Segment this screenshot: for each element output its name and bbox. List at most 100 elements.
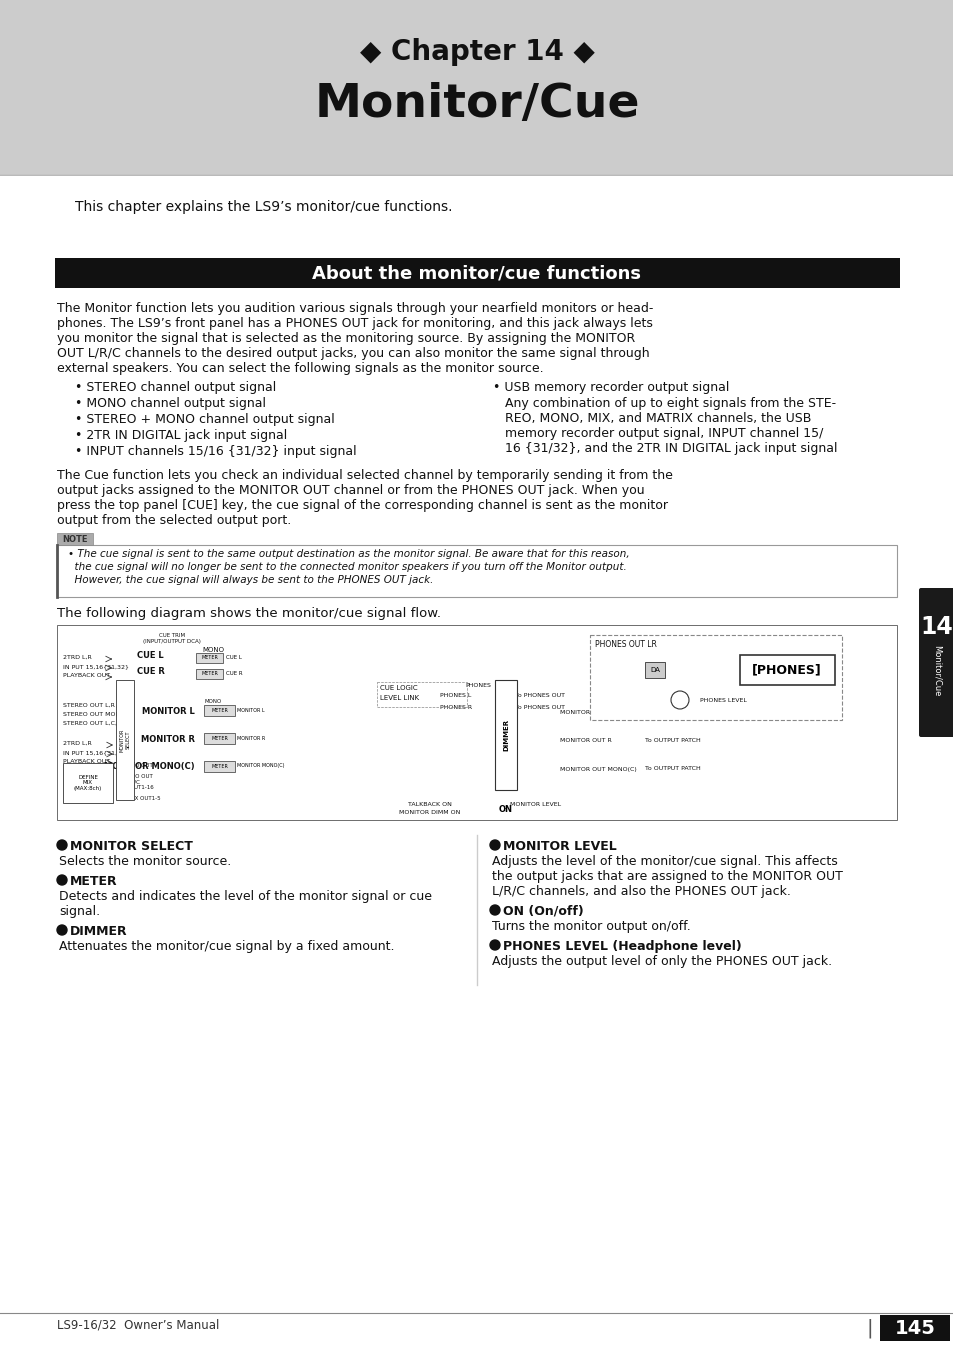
- Text: PHONES R: PHONES R: [439, 705, 472, 711]
- Bar: [63, 763, 112, 802]
- Text: |: |: [865, 1319, 872, 1337]
- FancyBboxPatch shape: [196, 653, 223, 662]
- Text: METER: METER: [70, 875, 117, 888]
- Text: The Monitor function lets you audition various signals through your nearfield mo: The Monitor function lets you audition v…: [57, 303, 653, 315]
- Text: output from the selected output port.: output from the selected output port.: [57, 513, 291, 527]
- Text: STEREO OUT L,C,R: STEREO OUT L,C,R: [63, 721, 121, 725]
- Text: STEREO OUT L,R: STEREO OUT L,R: [63, 703, 114, 708]
- FancyBboxPatch shape: [204, 732, 235, 743]
- Text: CUE L: CUE L: [226, 655, 242, 661]
- Text: Attenuates the monitor/cue signal by a fixed amount.: Attenuates the monitor/cue signal by a f…: [59, 940, 395, 952]
- Text: ON (On/off): ON (On/off): [502, 905, 583, 917]
- Text: phones. The LS9’s front panel has a PHONES OUT jack for monitoring, and this jac: phones. The LS9’s front panel has a PHON…: [57, 317, 652, 330]
- Text: CUE R: CUE R: [226, 671, 242, 676]
- Bar: [57, 626, 896, 820]
- Text: OUT L/R/C channels to the desired output jacks, you can also monitor the same si: OUT L/R/C channels to the desired output…: [57, 347, 649, 359]
- Text: PHONES LEVEL: PHONES LEVEL: [700, 697, 746, 703]
- Bar: [55, 258, 899, 288]
- Text: METER: METER: [212, 763, 228, 769]
- Text: Monitor/Cue: Monitor/Cue: [931, 644, 941, 696]
- Text: IN PUT 15,16{31,32}: IN PUT 15,16{31,32}: [63, 663, 129, 669]
- Text: 14: 14: [920, 615, 952, 639]
- Text: MIX OUT1-16: MIX OUT1-16: [118, 785, 153, 790]
- Text: The Cue function lets you check an individual selected channel by temporarily se: The Cue function lets you check an indiv…: [57, 469, 672, 482]
- Text: To PHONES OUT: To PHONES OUT: [515, 693, 564, 698]
- Text: the cue signal will no longer be sent to the connected monitor speakers if you t: the cue signal will no longer be sent to…: [68, 562, 626, 571]
- Circle shape: [490, 940, 499, 950]
- Bar: [57, 544, 896, 597]
- Text: output jacks assigned to the MONITOR OUT channel or from the PHONES OUT jack. Wh: output jacks assigned to the MONITOR OUT…: [57, 484, 644, 497]
- Text: MONITOR OUT MONO(C): MONITOR OUT MONO(C): [559, 766, 636, 771]
- Text: MONITOR DIMM ON: MONITOR DIMM ON: [399, 811, 460, 815]
- Text: Adjusts the level of the monitor/cue signal. This affects: Adjusts the level of the monitor/cue sig…: [492, 855, 837, 867]
- Text: LEVEL LINK: LEVEL LINK: [379, 694, 418, 701]
- Text: MATRIX OUT1-5: MATRIX OUT1-5: [118, 796, 160, 801]
- Text: ◆ Chapter 14 ◆: ◆ Chapter 14 ◆: [359, 38, 594, 66]
- Text: PHONES OUT LR: PHONES OUT LR: [595, 640, 657, 648]
- Text: DIMMER: DIMMER: [70, 925, 128, 938]
- Bar: [589, 635, 841, 720]
- Text: 2TRD L,R: 2TRD L,R: [63, 655, 91, 661]
- Text: MONITOR L: MONITOR L: [142, 707, 194, 716]
- Text: To OUTPUT PATCH: To OUTPUT PATCH: [644, 766, 700, 771]
- Bar: [644, 662, 664, 678]
- Text: ON: ON: [498, 805, 513, 815]
- Text: PLAYBACK OUT: PLAYBACK OUT: [63, 673, 110, 678]
- Text: DEFINE
MIX
(MAX:8ch): DEFINE MIX (MAX:8ch): [73, 774, 102, 792]
- Text: MONITOR R: MONITOR R: [236, 735, 265, 740]
- Text: DIMMER: DIMMER: [502, 719, 509, 751]
- Text: Sleeve: Sleeve: [667, 677, 685, 682]
- Text: To OUTPUT PATCH: To OUTPUT PATCH: [644, 739, 700, 743]
- Text: CUE LOGIC: CUE LOGIC: [379, 685, 417, 690]
- Text: • MONO channel output signal: • MONO channel output signal: [75, 397, 266, 409]
- Bar: [116, 680, 133, 800]
- Text: Adjusts the output level of only the PHONES OUT jack.: Adjusts the output level of only the PHO…: [492, 955, 831, 969]
- Text: REO, MONO, MIX, and MATRIX channels, the USB: REO, MONO, MIX, and MATRIX channels, the…: [504, 412, 810, 426]
- Circle shape: [57, 840, 67, 850]
- Text: Monitor/Cue: Monitor/Cue: [314, 82, 639, 127]
- Text: • 2TR IN DIGITAL jack input signal: • 2TR IN DIGITAL jack input signal: [75, 430, 287, 442]
- Bar: [879, 1315, 949, 1342]
- FancyBboxPatch shape: [918, 588, 953, 738]
- Text: PHONES L: PHONES L: [439, 693, 471, 698]
- Text: MONITOR OUT L: MONITOR OUT L: [559, 711, 610, 716]
- Text: the output jacks that are assigned to the MONITOR OUT: the output jacks that are assigned to th…: [492, 870, 842, 884]
- Text: CUE TRIM
(INPUT/OUTPUT DCA): CUE TRIM (INPUT/OUTPUT DCA): [143, 634, 201, 644]
- Text: To OUTPUT PATCH: To OUTPUT PATCH: [644, 711, 700, 716]
- Text: TALKBACK ON: TALKBACK ON: [408, 802, 452, 807]
- Text: Tip: Tip: [667, 657, 676, 662]
- FancyBboxPatch shape: [204, 704, 235, 716]
- Text: [PHONES]: [PHONES]: [751, 663, 821, 677]
- Text: PLAYBACK OUT: PLAYBACK OUT: [63, 759, 110, 765]
- Text: MONITOR R: MONITOR R: [141, 735, 194, 743]
- Text: Turns the monitor output on/off.: Turns the monitor output on/off.: [492, 920, 690, 934]
- Text: signal.: signal.: [59, 905, 100, 917]
- Text: MONITOR
SELECT: MONITOR SELECT: [119, 728, 131, 751]
- Text: STEREO OUT
MONO/C: STEREO OUT MONO/C: [118, 774, 152, 785]
- Text: MONITOR LEVEL: MONITOR LEVEL: [510, 802, 560, 807]
- Text: IN PUT 15,16{31,32}: IN PUT 15,16{31,32}: [63, 750, 129, 755]
- Text: MONITOR MONO(C): MONITOR MONO(C): [104, 762, 194, 771]
- Bar: [495, 680, 517, 790]
- Text: DA: DA: [649, 667, 659, 673]
- Text: MONITOR SELECT: MONITOR SELECT: [70, 840, 193, 852]
- Text: STEREO OUT MONO(C): STEREO OUT MONO(C): [63, 712, 134, 717]
- Text: To PHONES OUT: To PHONES OUT: [515, 705, 564, 711]
- Text: METER: METER: [212, 708, 228, 712]
- Text: • USB memory recorder output signal: • USB memory recorder output signal: [493, 381, 729, 394]
- Text: external speakers. You can select the following signals as the monitor source.: external speakers. You can select the fo…: [57, 362, 543, 376]
- Text: memory recorder output signal, INPUT channel 15/: memory recorder output signal, INPUT cha…: [504, 427, 822, 440]
- Text: L/R/C channels, and also the PHONES OUT jack.: L/R/C channels, and also the PHONES OUT …: [492, 885, 790, 898]
- Text: METER: METER: [201, 671, 218, 676]
- Text: METER: METER: [212, 735, 228, 740]
- Text: Ring
A: Ring A: [667, 665, 679, 676]
- Text: Any combination of up to eight signals from the STE-: Any combination of up to eight signals f…: [504, 397, 835, 409]
- Text: LS9-16/32  Owner’s Manual: LS9-16/32 Owner’s Manual: [57, 1319, 219, 1331]
- Circle shape: [490, 840, 499, 850]
- Text: Detects and indicates the level of the monitor signal or cue: Detects and indicates the level of the m…: [59, 890, 432, 902]
- Text: CUE R: CUE R: [137, 667, 165, 676]
- Text: MONO: MONO: [202, 647, 224, 653]
- Text: PHONES LEVEL (Headphone level): PHONES LEVEL (Headphone level): [502, 940, 741, 952]
- Text: • The cue signal is sent to the same output destination as the monitor signal. B: • The cue signal is sent to the same out…: [68, 549, 629, 559]
- Text: • INPUT channels 15/16 {31/32} input signal: • INPUT channels 15/16 {31/32} input sig…: [75, 444, 356, 458]
